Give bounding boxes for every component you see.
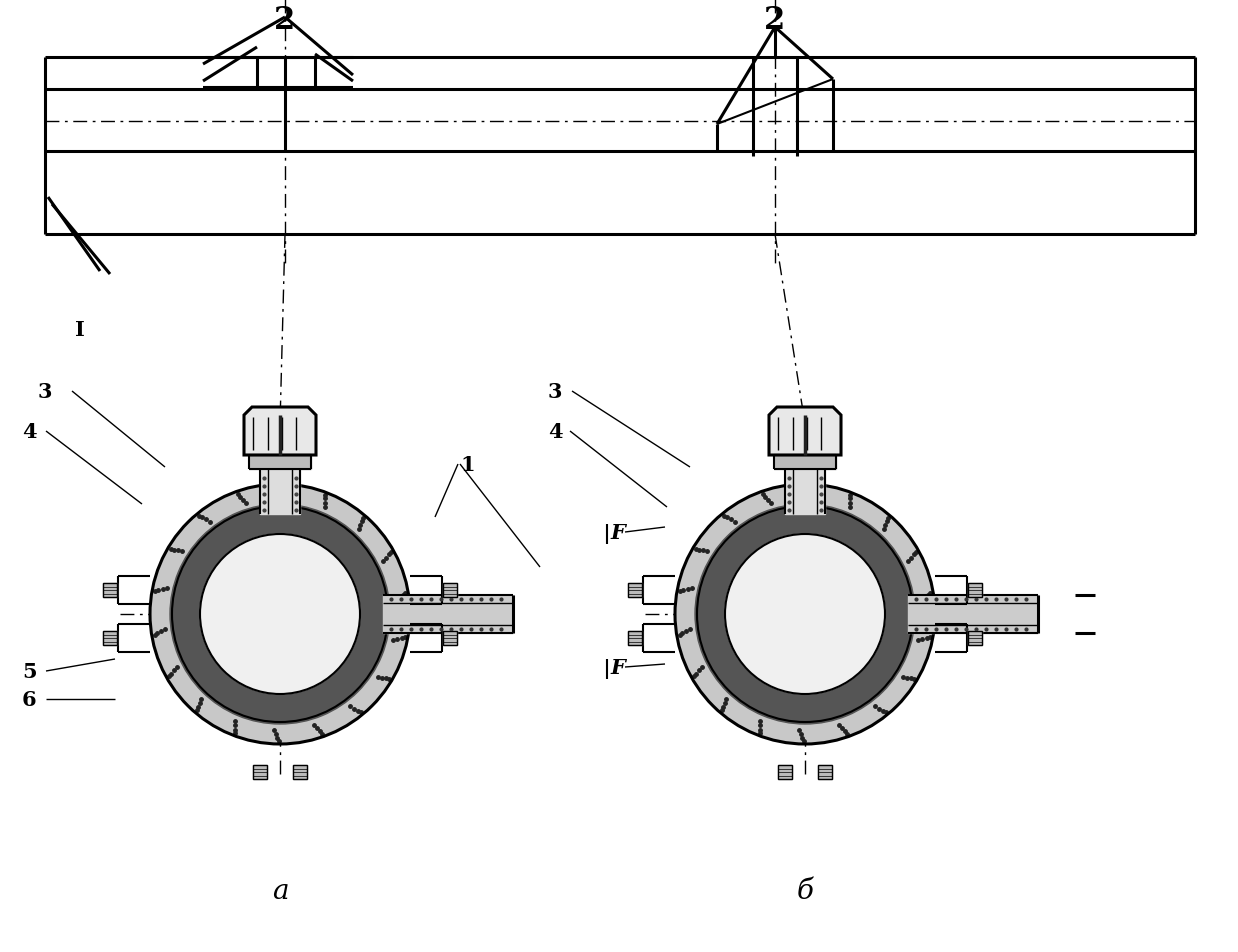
Bar — [103, 631, 118, 645]
Bar — [103, 584, 118, 597]
Text: F: F — [610, 523, 625, 543]
Text: 2: 2 — [764, 5, 786, 36]
Bar — [249, 455, 311, 469]
Bar — [968, 631, 982, 645]
Polygon shape — [769, 407, 841, 455]
Bar — [103, 631, 118, 645]
Circle shape — [725, 534, 885, 694]
Bar — [383, 595, 513, 633]
Bar — [774, 455, 836, 469]
Bar — [293, 765, 307, 779]
Bar — [968, 631, 982, 645]
Circle shape — [150, 485, 410, 744]
Bar — [818, 765, 832, 779]
Text: F: F — [610, 657, 625, 677]
Bar — [253, 765, 267, 779]
Bar — [103, 584, 118, 597]
Bar — [968, 584, 982, 597]
Bar — [628, 584, 643, 597]
Text: 4: 4 — [22, 422, 37, 442]
Bar — [253, 765, 267, 779]
Text: a: a — [272, 878, 288, 904]
Bar — [785, 469, 825, 514]
Bar — [777, 765, 792, 779]
Bar — [628, 631, 643, 645]
Text: 5: 5 — [22, 662, 37, 682]
Text: I: I — [76, 320, 85, 340]
Wedge shape — [170, 505, 390, 724]
Text: 3: 3 — [38, 382, 52, 402]
Bar — [443, 584, 457, 597]
Bar — [818, 765, 832, 779]
Text: 1: 1 — [461, 454, 474, 474]
Text: 4: 4 — [548, 422, 562, 442]
Text: 6: 6 — [22, 689, 37, 709]
Bar — [443, 584, 457, 597]
Bar — [260, 469, 300, 514]
Bar — [443, 631, 457, 645]
Text: 3: 3 — [548, 382, 562, 402]
Wedge shape — [695, 505, 915, 724]
Text: б: б — [796, 878, 813, 904]
Text: 2: 2 — [275, 5, 296, 36]
Circle shape — [675, 485, 935, 744]
Bar — [628, 584, 643, 597]
Bar — [293, 765, 307, 779]
Circle shape — [201, 534, 360, 694]
Bar — [443, 631, 457, 645]
Bar — [777, 765, 792, 779]
Bar — [628, 631, 643, 645]
Polygon shape — [244, 407, 316, 455]
Bar — [968, 584, 982, 597]
Bar — [907, 595, 1037, 633]
